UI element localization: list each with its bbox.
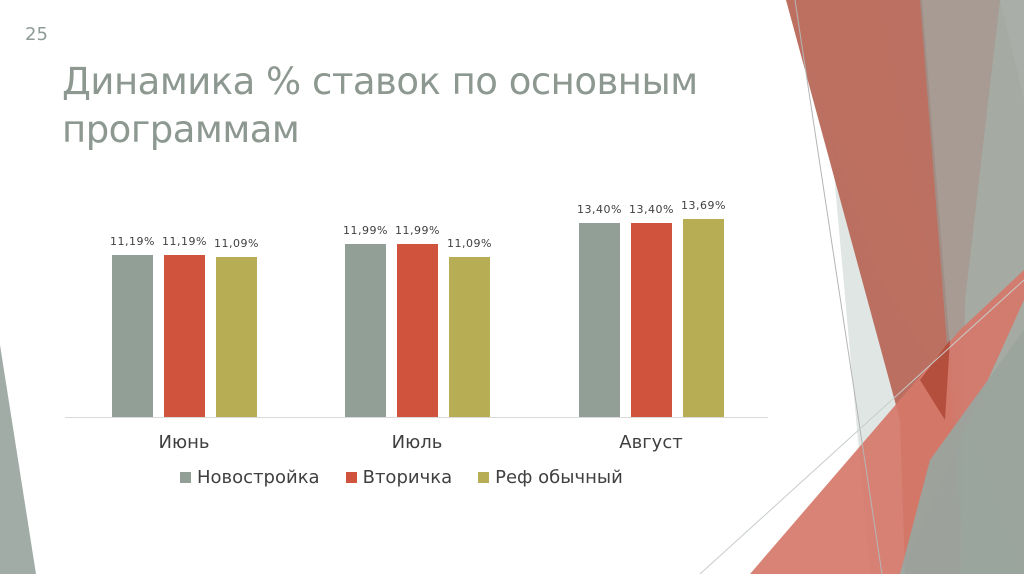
bar-value-label: 13,69%: [681, 199, 726, 212]
bar: [449, 257, 490, 417]
slide-number: 25: [25, 24, 48, 45]
slide-title: Динамика % ставок по основным программам: [62, 60, 698, 151]
bar-value-label: 13,40%: [577, 203, 622, 216]
chart-legend: Новостройка Вторичка Реф обычный: [180, 467, 649, 488]
bar: [112, 255, 153, 417]
bar: [164, 255, 205, 417]
legend-item-vtorichka: Вторичка: [345, 467, 453, 488]
bar-value-label: 13,40%: [629, 203, 674, 216]
legend-label: Реф обычный: [495, 467, 623, 488]
bar-value-label: 11,99%: [343, 224, 388, 237]
category-label: Июль: [391, 432, 443, 453]
legend-label: Новостройка: [197, 467, 320, 488]
legend-swatch-ref: [478, 472, 490, 483]
legend-item-ref: Реф обычный: [478, 467, 623, 488]
bar: [345, 244, 386, 417]
category-label: Август: [619, 432, 683, 453]
x-axis-line: [65, 417, 768, 418]
category-label: Июнь: [158, 432, 210, 453]
legend-swatch-novostroyka: [180, 472, 191, 483]
bar-value-label: 11,19%: [110, 235, 155, 248]
bar-value-label: 11,19%: [162, 235, 207, 248]
bar: [631, 223, 672, 417]
bar: [397, 244, 438, 417]
legend-item-novostroyka: Новостройка: [180, 467, 320, 488]
bar: [683, 219, 724, 417]
bar: [579, 223, 620, 417]
bar: [216, 257, 257, 417]
legend-label: Вторичка: [362, 467, 453, 488]
bar-value-label: 11,09%: [447, 237, 492, 250]
bar-value-label: 11,09%: [214, 237, 259, 250]
bar-value-label: 11,99%: [395, 224, 440, 237]
legend-swatch-vtorichka: [345, 472, 357, 483]
